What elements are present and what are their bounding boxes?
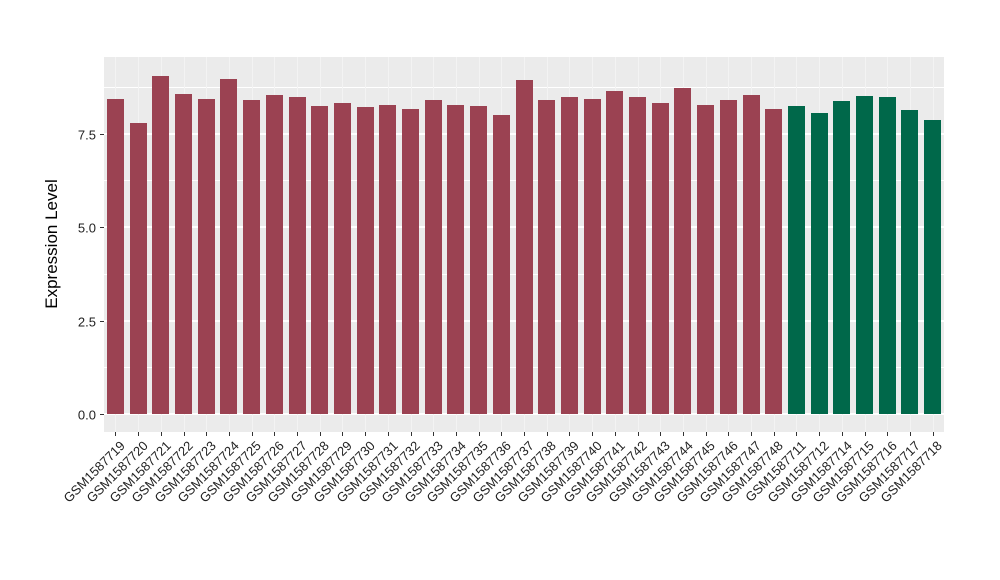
x-tick-mark — [501, 432, 503, 436]
x-tick-mark — [751, 432, 752, 436]
bar-GSM1587729 — [333, 103, 351, 415]
x-tick-mark — [410, 432, 412, 436]
bar-GSM1587715 — [856, 96, 873, 415]
x-tick-mark — [705, 432, 707, 436]
bar-GSM1587741 — [606, 91, 624, 415]
bar-GSM1587733 — [424, 99, 442, 415]
x-tick-mark — [660, 432, 662, 436]
y-tick-label: 0.0 — [77, 407, 96, 423]
x-tick-mark — [637, 432, 639, 436]
x-tick-mark — [433, 432, 435, 436]
x-tick-mark — [365, 432, 367, 436]
bar-GSM1587735 — [470, 106, 488, 415]
bar-GSM1587712 — [810, 112, 828, 415]
bar-GSM1587736 — [492, 114, 510, 415]
x-tick-mark — [592, 432, 594, 436]
bar-GSM1587719 — [106, 98, 124, 415]
bar-GSM1587728 — [311, 105, 329, 415]
bar-GSM1587739 — [560, 97, 578, 415]
bar-GSM1587725 — [243, 99, 261, 415]
x-tick-mark — [297, 432, 298, 436]
x-tick-mark — [228, 432, 230, 436]
x-tick-mark — [841, 432, 843, 436]
y-axis-title: Expression Level — [42, 179, 61, 309]
x-tick-mark — [887, 432, 889, 436]
y-tick-mark — [100, 320, 104, 322]
x-tick-mark — [251, 432, 253, 436]
x-tick-mark — [569, 432, 571, 436]
bar-GSM1587738 — [538, 100, 556, 415]
x-tick-mark — [909, 432, 911, 436]
x-tick-mark — [455, 432, 457, 436]
bar-GSM1587745 — [697, 105, 715, 415]
bar-GSM1587718 — [924, 120, 942, 415]
bar-GSM1587737 — [515, 80, 533, 415]
x-tick-mark — [115, 432, 117, 436]
y-tick-mark — [100, 414, 104, 416]
bar-GSM1587716 — [878, 97, 896, 415]
x-tick-mark — [342, 432, 344, 436]
x-tick-mark — [478, 432, 480, 436]
x-tick-mark — [682, 432, 684, 436]
bar-GSM1587734 — [447, 104, 465, 415]
y-tick-mark — [100, 227, 104, 229]
x-tick-mark — [728, 432, 730, 436]
bar-GSM1587740 — [583, 99, 601, 415]
y-tick-label: 5.0 — [77, 220, 96, 236]
x-tick-mark — [796, 432, 798, 436]
x-tick-mark — [138, 432, 140, 436]
x-tick-mark — [387, 432, 389, 436]
x-tick-mark — [932, 432, 934, 436]
bar-GSM1587711 — [787, 105, 805, 415]
bar-GSM1587746 — [719, 100, 737, 415]
bar-GSM1587732 — [402, 109, 419, 415]
bar-GSM1587714 — [833, 100, 851, 415]
y-tick-mark — [100, 133, 104, 135]
x-tick-mark — [773, 432, 775, 436]
bar-GSM1587744 — [674, 88, 692, 415]
x-tick-mark — [274, 432, 276, 436]
x-tick-mark — [819, 432, 821, 436]
y-tick-label: 7.5 — [77, 127, 96, 143]
x-tick-mark — [524, 432, 525, 436]
bar-GSM1587717 — [901, 109, 919, 415]
x-tick-mark — [319, 432, 321, 436]
bar-GSM1587742 — [629, 97, 646, 415]
bar-GSM1587724 — [220, 78, 238, 415]
bar-GSM1587747 — [742, 95, 760, 415]
bar-GSM1587720 — [129, 122, 147, 415]
x-tick-mark — [546, 432, 548, 436]
bar-GSM1587723 — [197, 98, 215, 415]
bar-GSM1587727 — [288, 97, 306, 415]
bar-GSM1587731 — [379, 104, 397, 415]
x-tick-mark — [614, 432, 616, 436]
x-tick-mark — [206, 432, 208, 436]
bar-GSM1587730 — [356, 106, 374, 415]
y-tick-label: 2.5 — [77, 314, 96, 330]
bar-GSM1587722 — [175, 94, 192, 415]
bar-GSM1587743 — [651, 102, 669, 415]
plot-panel — [104, 57, 944, 432]
bar-GSM1587721 — [152, 75, 170, 415]
x-tick-mark — [183, 432, 185, 436]
bar-GSM1587726 — [265, 94, 283, 415]
bar-GSM1587748 — [765, 109, 783, 415]
x-tick-mark — [160, 432, 162, 436]
x-tick-mark — [864, 432, 866, 436]
